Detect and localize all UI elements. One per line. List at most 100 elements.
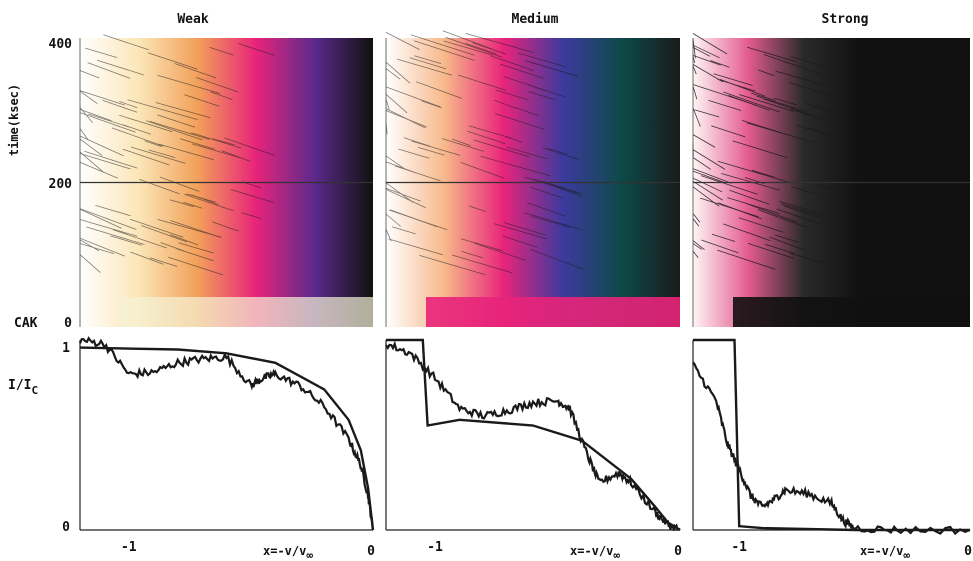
spectrum-streak: [717, 249, 776, 270]
spectrum-streak: [692, 243, 703, 250]
spectrum-streak: [84, 150, 138, 169]
spectrum-streak: [468, 125, 512, 139]
spectrum-streak: [524, 60, 578, 77]
spectrum-streak: [385, 93, 408, 114]
spectrum-streak: [139, 179, 180, 195]
spectrum-streak: [79, 208, 137, 230]
spectrum-streak: [458, 74, 507, 91]
spectrum-streak: [713, 73, 753, 86]
spectrum-streak: [442, 30, 493, 50]
spectrum-streak: [169, 234, 199, 246]
spectrum-streak: [751, 169, 775, 178]
spectrum-streak: [813, 103, 833, 111]
panel-title-medium: Medium: [512, 12, 559, 27]
panel-title-strong: Strong: [822, 12, 869, 27]
spectrum-streaks: [692, 33, 843, 270]
spectrum-streak: [692, 38, 696, 59]
time-axis-label: time(ksec): [7, 84, 21, 156]
x-axis-labels: -1 0x=-v/v∞-1 0x=-v/v∞-1 0x=-v/v∞: [121, 540, 972, 561]
line-profile-medium: [385, 338, 681, 532]
spectrum-streak: [79, 208, 122, 229]
spectrum-streak: [385, 68, 401, 80]
spectrum-streak: [79, 112, 136, 133]
spectrum-streak: [122, 148, 170, 166]
spectrum-streak: [747, 46, 797, 63]
spectrum-streak: [717, 160, 788, 183]
spectrum-streak: [411, 140, 461, 156]
spectrum-streak: [465, 33, 535, 54]
spectrum-streak: [499, 63, 544, 79]
spectrum-streak: [775, 70, 828, 87]
dynamic-spectrum-weak: [79, 34, 373, 327]
x-axis-title-main: x=-v/v: [570, 544, 613, 558]
spectrum-streak: [523, 176, 580, 194]
spectrum-streak: [808, 127, 843, 139]
spectrum-streak: [796, 124, 839, 140]
spectrum-streak: [460, 238, 503, 252]
spectrum-streak: [410, 34, 475, 56]
spectrum-streak: [502, 235, 538, 248]
spectrum-streak: [692, 213, 701, 223]
spectrum-streak: [417, 147, 445, 156]
spectrum-streak: [149, 257, 178, 267]
x-axis-title: x=-v/v∞: [263, 544, 313, 561]
spectrum-streak: [791, 186, 822, 197]
spectrum-streak: [490, 55, 535, 72]
spectrum-streak: [212, 138, 235, 146]
spectrum-streak: [88, 113, 129, 128]
spectrum-streak: [744, 202, 798, 223]
spectrum-streak: [708, 100, 742, 111]
spectrum-streak: [85, 47, 118, 58]
spectrum-streak: [79, 90, 125, 106]
spectrum-streak: [523, 212, 582, 230]
spectrum-streak: [692, 177, 723, 193]
spectrum-streak: [526, 202, 566, 217]
spectrum-streak: [141, 225, 187, 243]
spectrum-streak: [451, 138, 471, 147]
spectrum-streak: [692, 86, 698, 100]
spectrum-streak: [86, 226, 145, 245]
spectrum-streak: [148, 149, 176, 158]
spectrum-streak: [758, 69, 775, 77]
x-axis-title-main: x=-v/v: [263, 544, 306, 558]
spectrum-streak: [495, 89, 528, 101]
spectrum-streak: [413, 40, 476, 61]
spectrum-streak: [778, 200, 827, 216]
spectrum-streak: [147, 52, 198, 70]
spectrum-streak: [461, 251, 483, 259]
spectrum-streak: [119, 114, 173, 133]
spectrum-streak: [465, 43, 497, 55]
spectrum-streak: [385, 189, 426, 209]
spectrum-streak: [790, 56, 837, 71]
spectrum-streak: [385, 99, 390, 110]
spectrum-streak: [79, 128, 89, 141]
spectrum-streak: [503, 222, 547, 236]
x-axis-title-sub: ∞: [903, 549, 910, 561]
spectrum-streak: [79, 90, 98, 105]
x-axis-title: x=-v/v∞: [860, 544, 910, 561]
spectrum-streak: [692, 64, 724, 83]
spectrum-streak: [391, 226, 416, 235]
spectrum-streak: [421, 100, 442, 109]
panel-title-weak: Weak: [177, 12, 208, 27]
spectrum-streak: [183, 201, 203, 209]
line-profile-strong: [692, 338, 971, 536]
spectrum-streak: [692, 170, 725, 183]
cak-profile-line: [386, 338, 681, 532]
spectrum-streak: [79, 239, 100, 252]
spectrum-streak: [692, 55, 722, 66]
profile-tick-0: 0: [62, 520, 70, 535]
spectrum-streak: [517, 52, 567, 68]
x-axis-title-sub: ∞: [306, 549, 313, 561]
spectrum-streak: [224, 137, 275, 156]
spectrum-streak: [692, 218, 700, 227]
spectrum-streak: [774, 97, 797, 106]
cak-profile-line: [79, 346, 375, 531]
spectrum-streak: [494, 99, 517, 109]
spectrum-streak: [178, 242, 214, 254]
spectrum-streak: [774, 234, 799, 243]
spectrum-streak: [460, 162, 505, 179]
spectrum-streak: [547, 147, 568, 155]
spectrum-streak: [506, 146, 548, 160]
